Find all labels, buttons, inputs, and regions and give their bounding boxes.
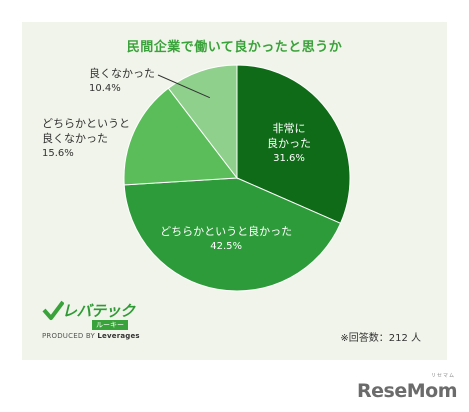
slice-label-somewhat-good-line-1: どちらかというと良かった [160,225,293,239]
resemom-watermark: ReseMom [357,380,457,402]
logo-produced-prefix: PRODUCED BY [42,332,95,340]
slice-label-very-good-line-1: 非常に [272,122,306,136]
slice-label-very-good-line-2: 良かった [267,137,312,151]
pie-slice-somewhat-not-good [123,87,238,186]
slice-value-somewhat-good: 42.5% [210,241,243,253]
response-count-note: ※回答数：212 人 [340,333,421,344]
slice-label-somewhat-not-good-line-2: 良くなかった [42,132,108,145]
slice-label-somewhat-not-good-line-1: どちらかというと [42,117,130,130]
resemom-kana: リセマム [430,373,455,379]
logo-produced-brand: Leverages [97,332,140,340]
slice-label-not-good-line-1: 良くなかった [89,67,155,80]
slice-label-somewhat-good: どちらかというと良かった 42.5% [160,224,292,254]
slice-label-not-good: 良くなかった 10.4% [89,66,155,96]
leader-line [157,74,211,99]
pie-slice-very-good [236,64,351,224]
slice-value-somewhat-not-good: 15.6% [42,148,74,159]
slice-label-somewhat-not-good: どちらかというと 良くなかった 15.6% [42,116,130,161]
chart-panel: 民間企業で働いて良かったと思うか 非常に 良かった 31.6% どちらかというと… [22,22,447,360]
slice-label-very-good: 非常に 良かった 31.6% [267,121,311,166]
pie-slice-not-good [167,64,238,180]
checkmark-icon [42,300,64,320]
logo-produced-by: PRODUCED BY Leverages [42,332,140,340]
slice-value-very-good: 31.6% [273,153,305,165]
levtech-rookie-logo: レバテック ルーキー PRODUCED BY Leverages [42,298,152,344]
pie-slice-somewhat-good [123,177,342,292]
logo-sub: ルーキー [92,320,128,330]
slice-value-not-good: 10.4% [89,83,121,94]
logo-name: レバテック [62,302,135,320]
chart-title: 民間企業で働いて良かったと思うか [126,40,343,55]
pie-chart [123,64,351,292]
